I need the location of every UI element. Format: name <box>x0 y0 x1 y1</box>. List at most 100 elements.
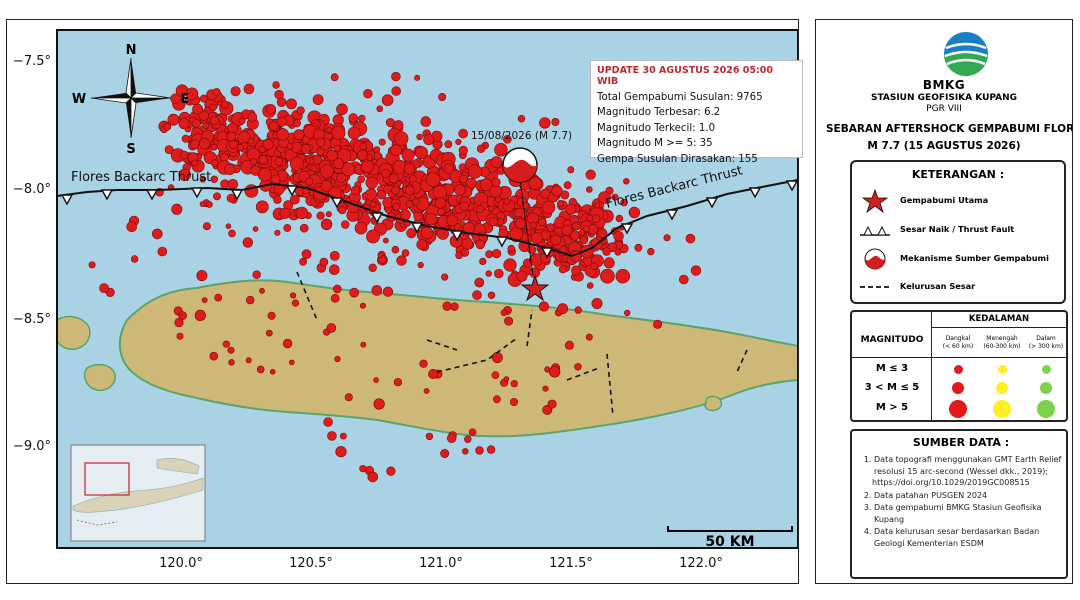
aftershock-dot <box>462 448 469 455</box>
map-frame: −7.5° −8.0° −8.5° −9.0° 120.0° 120.5° 12… <box>6 19 803 584</box>
aftershock-dot <box>291 299 300 307</box>
aftershock-dot <box>220 153 229 162</box>
aftershock-dot <box>557 303 569 315</box>
source-item: Data patahan PUSGEN 2024 <box>874 490 1062 502</box>
aftershock-dot <box>333 144 341 153</box>
aftershock-dot <box>191 159 198 167</box>
fault-tick <box>100 189 114 201</box>
aftershock-dot <box>257 167 272 182</box>
aftershock-dot <box>574 363 582 371</box>
aftershock-dot <box>419 359 428 368</box>
aftershock-dot <box>443 163 454 174</box>
legend-item-lineament: Kelurusan Sesar <box>852 274 1064 300</box>
mag-row-label: M ≤ 3 <box>875 363 909 374</box>
info-m5-count: Magnitudo M >= 5: 35 <box>597 138 713 150</box>
aftershock-dot <box>283 224 292 232</box>
depth-col-name: Menengah <box>986 335 1018 342</box>
aftershock-dot <box>327 431 337 441</box>
aftershock-dot <box>585 169 596 180</box>
aftershock-dot <box>209 351 219 361</box>
aftershock-dot <box>517 114 526 123</box>
aftershock-dot <box>509 397 518 406</box>
sources-title: SUMBER DATA : <box>912 436 1010 449</box>
aftershock-dot <box>386 466 396 476</box>
mag-depth-dot <box>996 382 1008 394</box>
aftershock-dot <box>250 158 258 166</box>
aftershock-dot <box>181 134 190 143</box>
aftershock-dot <box>354 221 368 235</box>
aftershock-dot <box>255 200 269 214</box>
aftershock-dot <box>349 287 360 298</box>
org-region: PGR VIII <box>926 104 962 114</box>
scale-bar: 50 KM <box>667 522 793 560</box>
aftershock-dot <box>273 183 285 195</box>
aftershock-dot <box>289 194 300 205</box>
legend-label: Kelurusan Sesar <box>900 281 976 291</box>
depth-col-range: (60-300 km) <box>983 343 1021 350</box>
fault-tick <box>748 187 762 199</box>
fault-label-west: Flores Backarc Thrust <box>71 170 211 185</box>
mag-depth-dot <box>997 364 1007 374</box>
aftershock-dot <box>290 292 297 299</box>
aftershock-dot <box>390 144 402 156</box>
legend-title: KETERANGAN : <box>911 168 1005 181</box>
aftershock-dot <box>420 116 432 127</box>
aftershock-dot <box>286 142 294 150</box>
aftershock-dot <box>600 268 615 284</box>
aftershock-dot <box>585 333 593 341</box>
aftershock-dot <box>319 257 329 267</box>
aftershock-dot <box>334 355 341 363</box>
aftershock-dot <box>373 377 379 383</box>
aftershock-dot <box>405 200 414 208</box>
aftershock-dot <box>167 113 180 126</box>
update-info-box: UPDATE 30 AGUSTUS 2026 05:00 WIB Total G… <box>590 60 803 165</box>
map-subtitle: M 7.7 (15 AGUSTUS 2026) <box>867 140 1021 152</box>
aftershock-dot <box>388 173 399 184</box>
aftershock-dot <box>567 166 575 174</box>
mainshock-label: 15/08/2026 (M 7.7) <box>471 130 572 142</box>
aftershock-dot <box>437 207 446 216</box>
aftershock-dot <box>653 319 663 329</box>
fault-tick <box>145 189 159 201</box>
aftershock-dot <box>465 177 477 189</box>
aftershock-dot <box>332 284 342 294</box>
aftershock-dot <box>230 86 241 97</box>
aftershock-dot <box>382 237 389 244</box>
lon-tick-4: 121.5° <box>549 556 593 571</box>
aftershock-dot <box>296 106 305 115</box>
mag-depth-dot <box>949 400 967 418</box>
source-link[interactable]: https://doi.org/10.1029/2019GC008515 <box>872 478 1030 487</box>
aftershock-dot <box>393 378 403 387</box>
aftershock-dot <box>369 201 377 208</box>
aftershock-dot <box>331 125 346 140</box>
aftershock-dot <box>423 388 430 394</box>
aftershock-dot <box>236 144 244 152</box>
fault-tick <box>495 236 509 248</box>
mag-depth-dot <box>1041 364 1051 374</box>
aftershock-dot <box>503 197 511 205</box>
aftershock-dot <box>335 446 347 458</box>
aftershock-dot <box>157 246 168 257</box>
aftershock-dot <box>425 432 434 441</box>
aftershock-dot <box>226 193 236 203</box>
legend-item-beachball: Mekanisme Sumber Gempabumi <box>852 246 1064 272</box>
mag-depth-dot <box>952 382 964 394</box>
org-station: STASIUN GEOFISIKA KUPANG <box>870 93 1018 103</box>
source-item: Data gempabumi BMKG Stasiun Geofisika Ku… <box>874 502 1062 525</box>
aftershock-dot <box>333 158 345 170</box>
aftershock-dot <box>634 243 643 252</box>
aftershock-dot <box>450 302 459 311</box>
aftershock-dot <box>228 229 236 238</box>
aftershock-dot <box>295 206 309 220</box>
aftershock-dot <box>401 249 410 257</box>
aftershock-dot <box>565 203 577 215</box>
fault-tick <box>540 247 554 259</box>
aftershock-dot <box>475 204 484 213</box>
star-icon <box>861 188 889 214</box>
info-felt-count: Gempa Susulan Dirasakan: 155 <box>597 153 758 165</box>
aftershock-dot <box>475 446 484 455</box>
aftershock-dot <box>242 237 254 248</box>
aftershock-dot <box>305 177 314 186</box>
aftershock-dot <box>199 176 207 183</box>
aftershock-dot <box>392 202 401 211</box>
